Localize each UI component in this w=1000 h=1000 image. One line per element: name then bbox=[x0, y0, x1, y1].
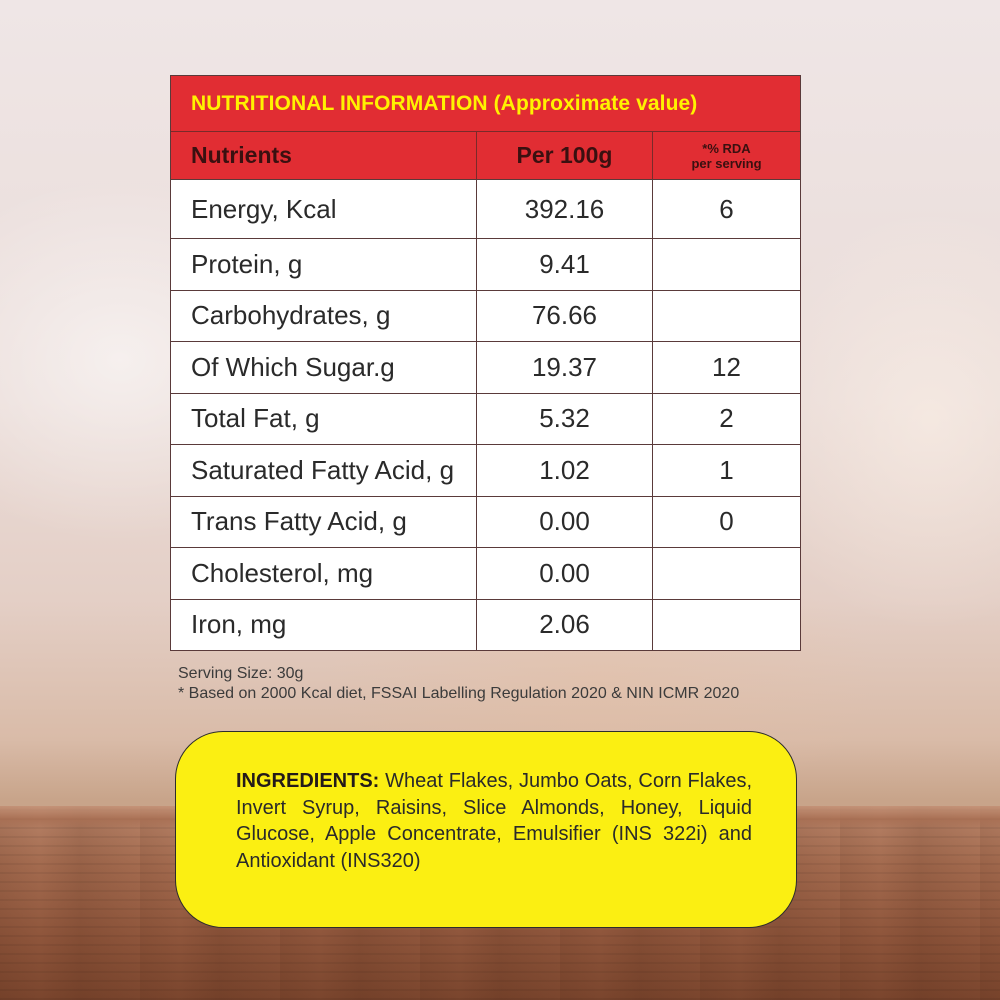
rda-footnote: * Based on 2000 Kcal diet, FSSAI Labelli… bbox=[178, 685, 740, 702]
table-row: Energy, Kcal 392.16 6 bbox=[171, 179, 800, 238]
nutrient-name: Saturated Fatty Acid, g bbox=[171, 445, 477, 496]
table-row: Total Fat, g 5.32 2 bbox=[171, 392, 800, 444]
rda-value: 2 bbox=[719, 403, 734, 434]
header-rda-line2: per serving bbox=[691, 155, 762, 171]
nutrient-name: Iron, mg bbox=[171, 599, 477, 650]
rda-value: 6 bbox=[719, 193, 734, 224]
ingredients-text-block: INGREDIENTS: Wheat Flakes, Jumbo Oats, C… bbox=[236, 768, 752, 874]
header-per-100g: Per 100g bbox=[477, 132, 653, 179]
rda-value bbox=[653, 600, 800, 651]
rda-value: 0 bbox=[719, 506, 734, 537]
header-rda-line1: *% RDA bbox=[702, 140, 751, 156]
rda-value bbox=[653, 291, 800, 342]
per-100g-value: 2.06 bbox=[477, 599, 653, 650]
nutrition-table: NUTRITIONAL INFORMATION (Approximate val… bbox=[170, 75, 801, 651]
ingredients-panel: INGREDIENTS: Wheat Flakes, Jumbo Oats, C… bbox=[175, 731, 797, 928]
nutrient-name: Protein, g bbox=[171, 239, 477, 290]
nutrition-title-bar: NUTRITIONAL INFORMATION (Approximate val… bbox=[171, 76, 800, 132]
per-100g-value: 0.00 bbox=[477, 548, 653, 599]
nutrient-name: Total Fat, g bbox=[171, 393, 477, 444]
ingredients-list: Wheat Flakes, Jumbo Oats, Corn Flakes, I… bbox=[236, 770, 752, 872]
rda-value bbox=[653, 239, 800, 290]
per-100g-value: 0.00 bbox=[477, 496, 653, 547]
table-notes: Serving Size: 30g * Based on 2000 Kcal d… bbox=[178, 664, 739, 704]
serving-size-note: Serving Size: 30g bbox=[178, 665, 304, 682]
table-row: Trans Fatty Acid, g 0.00 0 bbox=[171, 495, 800, 547]
table-row: Carbohydrates, g 76.66 bbox=[171, 289, 800, 342]
nutrient-name: Cholesterol, mg bbox=[171, 548, 477, 599]
nutrient-name: Of Which Sugar.g bbox=[171, 342, 477, 393]
rda-value: 1 bbox=[719, 454, 734, 485]
table-row: Of Which Sugar.g 19.37 12 bbox=[171, 341, 800, 393]
table-header-row: Nutrients Per 100g *% RDA per serving bbox=[171, 132, 800, 179]
per-100g-value: 392.16 bbox=[477, 180, 653, 238]
ingredients-label: INGREDIENTS: bbox=[236, 770, 380, 792]
per-100g-value: 9.41 bbox=[477, 239, 653, 290]
table-row: Protein, g 9.41 bbox=[171, 238, 800, 290]
per-100g-value: 19.37 bbox=[477, 342, 653, 393]
header-nutrients: Nutrients bbox=[171, 132, 477, 179]
nutrient-name: Trans Fatty Acid, g bbox=[171, 496, 477, 547]
nutrition-title: NUTRITIONAL INFORMATION (Approximate val… bbox=[191, 91, 698, 115]
per-100g-value: 1.02 bbox=[477, 445, 653, 496]
header-rda: *% RDA per serving bbox=[653, 132, 800, 179]
rda-value: 12 bbox=[712, 351, 741, 382]
per-100g-value: 76.66 bbox=[477, 290, 653, 341]
nutrient-name: Energy, Kcal bbox=[171, 180, 477, 238]
table-row: Saturated Fatty Acid, g 1.02 1 bbox=[171, 444, 800, 496]
per-100g-value: 5.32 bbox=[477, 393, 653, 444]
nutrient-name: Carbohydrates, g bbox=[171, 290, 477, 341]
table-row: Cholesterol, mg 0.00 bbox=[171, 547, 800, 599]
rda-value bbox=[653, 548, 800, 599]
table-row: Iron, mg 2.06 bbox=[171, 598, 800, 651]
